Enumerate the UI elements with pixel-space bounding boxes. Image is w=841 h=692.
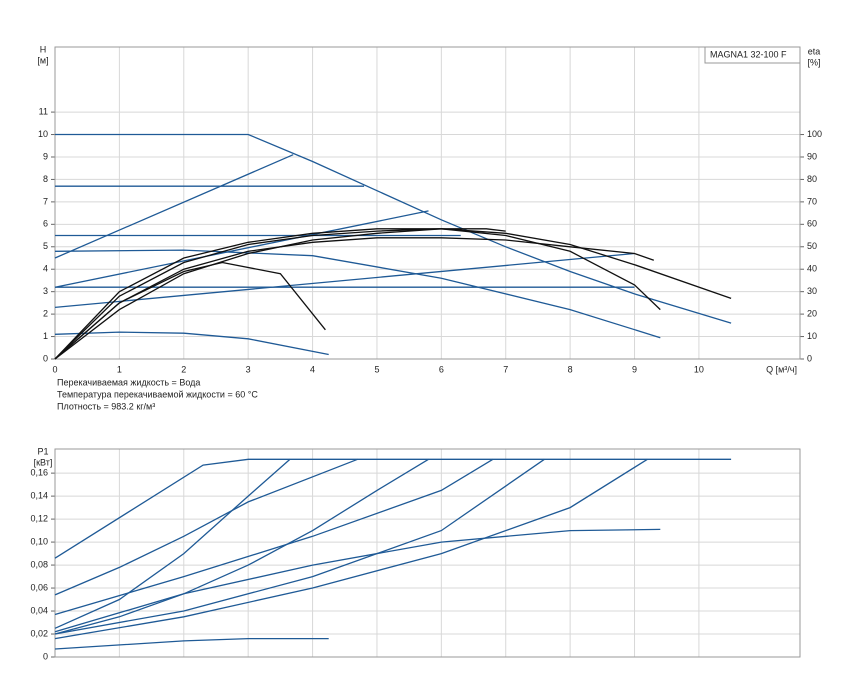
curve [54,228,732,360]
plot-frame [54,448,801,658]
curve [54,528,661,633]
curve [54,458,648,640]
y-tick-label: 0 [43,651,48,661]
y-tick-label: 11 [39,106,48,116]
note: Перекачиваемая жидкость = Вода [57,377,200,387]
y-tick-label: 0,06 [30,582,48,592]
y-tick-label: 2 [43,308,48,318]
y-tick-label: 3 [43,286,48,296]
curve [54,210,429,288]
y-tick-label: 0,08 [30,559,48,569]
x-tick-label: 8 [568,364,573,374]
y-axis-label: H [40,44,47,54]
y-tick-label: 0,02 [30,628,48,638]
curve [54,458,358,596]
y-tick-label: 4 [43,264,48,274]
y-tick-label: 0 [43,353,48,363]
y2-axis-label: eta [808,46,821,56]
x-tick-label: 10 [694,364,704,374]
y2-tick-label: 70 [807,196,817,206]
curve [54,458,545,635]
curve [54,458,429,635]
curve [54,237,655,360]
y2-tick-label: 40 [807,264,817,274]
y2-tick-label: 60 [807,219,817,229]
y-tick-label: 8 [43,174,48,184]
y2-tick-label: 0 [807,353,812,363]
legend-text: MAGNA1 32-100 F [710,49,787,59]
x-tick-label: 7 [503,364,508,374]
y2-tick-label: 30 [807,286,817,296]
y2-tick-label: 90 [807,151,817,161]
x-tick-label: 6 [439,364,444,374]
curve [54,637,329,650]
x-axis-label: Q [м³/ч] [766,364,797,374]
x-tick-label: 1 [117,364,122,374]
y2-tick-label: 10 [807,331,817,341]
curve [54,252,635,309]
x-tick-label: 3 [246,364,251,374]
plot-frame [54,46,801,360]
curve [54,228,661,360]
x-tick-label: 2 [181,364,186,374]
curve [54,228,506,360]
y-tick-label: 1 [43,331,48,341]
x-tick-label: 0 [52,364,57,374]
y-tick-label: 0,12 [30,513,48,523]
y2-axis-unit: [%] [807,57,820,67]
y-tick-label: 0,10 [30,536,48,546]
y2-tick-label: 80 [807,174,817,184]
y-axis-unit: [м] [37,55,48,65]
y-tick-label: 0,14 [30,490,48,500]
y-tick-label: 7 [43,196,48,206]
y-axis-unit: [кВт] [34,457,53,467]
y-tick-label: 9 [43,151,48,161]
legend-box [704,46,801,64]
curve [54,458,291,629]
y-tick-label: 10 [38,129,48,139]
x-tick-label: 4 [310,364,315,374]
y2-tick-label: 100 [807,129,822,139]
y2-tick-label: 20 [807,308,817,318]
y-tick-label: 6 [43,219,48,229]
curve [54,331,329,356]
x-tick-label: 5 [374,364,379,374]
x-tick-label: 9 [632,364,637,374]
curve [54,249,661,339]
note: Плотность = 983.2 кг/м³ [57,401,155,411]
y-tick-label: 5 [43,241,48,251]
note: Температура перекачиваемой жидкости = 60… [57,389,258,399]
y2-tick-label: 50 [807,241,817,251]
y-axis-label: P1 [37,446,48,456]
curve [54,154,294,259]
y-tick-label: 0,04 [30,605,48,615]
curve [54,458,732,559]
y-tick-label: 0,16 [30,468,48,478]
curve [55,133,732,324]
curve [54,458,494,616]
